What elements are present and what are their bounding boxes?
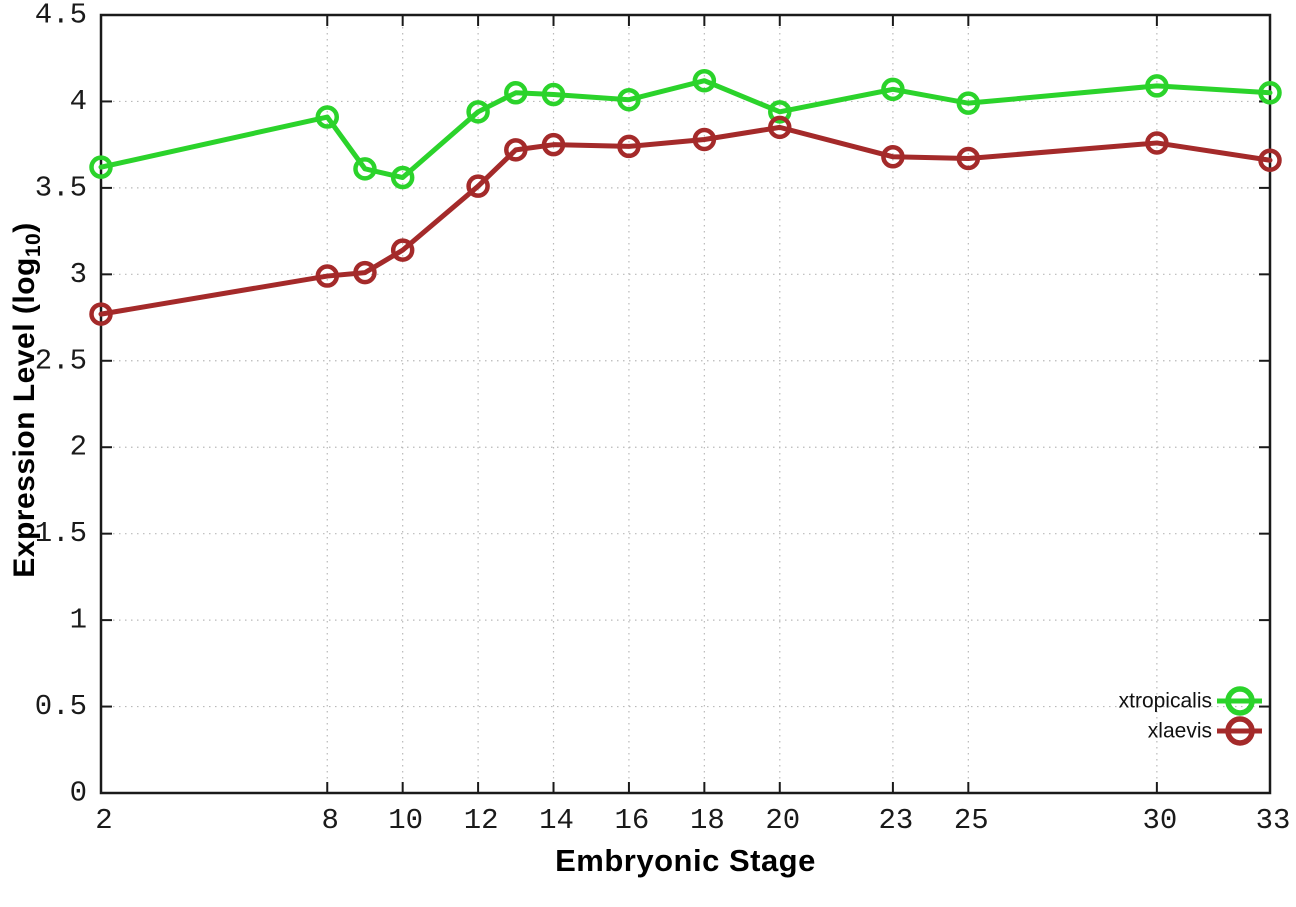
data-point-xtropicalis: [1145, 74, 1169, 98]
data-point-xlaevis: [617, 134, 641, 159]
data-point-xtropicalis: [390, 165, 415, 190]
data-point-xlaevis: [541, 132, 566, 157]
y-tick-label: 0.5: [35, 690, 87, 723]
x-tick-label: 33: [1256, 804, 1291, 837]
data-point-xlaevis: [768, 115, 792, 140]
data-point-xtropicalis: [89, 155, 113, 179]
y-axis-title: Expression Level (log10): [8, 222, 46, 577]
data-point-xtropicalis: [692, 68, 717, 93]
series-line-xtropicalis: [98, 78, 1273, 181]
x-tick-label: 20: [765, 804, 800, 837]
y-tick-label: 3: [70, 258, 87, 291]
data-point-xlaevis: [1258, 148, 1282, 172]
y-tick-label: 4: [70, 85, 87, 118]
x-tick-label: 30: [1142, 804, 1177, 837]
data-point-xtropicalis: [466, 100, 490, 124]
legend-sample-marker-xlaevis: [1225, 716, 1255, 746]
data-point-xtropicalis: [956, 91, 981, 115]
y-tick-label: 2.5: [35, 344, 87, 377]
y-tick-label: 1: [70, 604, 87, 637]
data-point-xlaevis: [881, 145, 905, 169]
data-point-xlaevis: [956, 146, 981, 171]
x-tick-label: 8: [322, 804, 339, 837]
y-tick-label: 0: [70, 777, 87, 810]
x-tick-label: 2: [95, 804, 112, 837]
x-tick-label: 25: [954, 804, 989, 837]
data-point-xlaevis: [692, 127, 717, 152]
data-point-xlaevis: [504, 138, 528, 162]
data-point-xlaevis: [315, 264, 340, 288]
x-tick-label: 10: [388, 804, 423, 837]
data-point-xtropicalis: [881, 77, 905, 102]
data-point-xtropicalis: [541, 82, 566, 107]
series-line-xlaevis: [98, 124, 1273, 317]
x-axis-title: Embryonic Stage: [555, 843, 816, 878]
y-axis-title-close: ): [8, 222, 41, 233]
y-tick-label: 2: [70, 431, 87, 464]
data-point-xtropicalis: [504, 81, 528, 105]
data-point-xlaevis: [1145, 131, 1169, 155]
data-point-xtropicalis: [768, 100, 792, 124]
x-tick-label: 14: [539, 804, 574, 837]
y-axis-title-subscript: 10: [22, 232, 45, 258]
data-point-xlaevis: [89, 302, 113, 326]
data-point-xlaevis: [353, 260, 377, 285]
plot-border: [99, 13, 1272, 795]
legend-sample-marker-xtropicalis: [1225, 686, 1255, 716]
data-point-xlaevis: [466, 174, 490, 198]
legend-label-xtropicalis: xtropicalis: [1119, 690, 1212, 713]
data-point-xlaevis: [390, 238, 415, 262]
data-point-xtropicalis: [315, 105, 340, 129]
x-tick-label: 12: [464, 804, 499, 837]
data-point-xtropicalis: [1258, 81, 1282, 105]
y-axis-title-text: Expression Level (log: [8, 257, 41, 578]
x-tick-label: 23: [878, 804, 913, 837]
x-tick-label: 18: [690, 804, 725, 837]
data-point-xtropicalis: [353, 157, 377, 181]
y-tick-label: 3.5: [35, 171, 87, 204]
data-point-xtropicalis: [617, 87, 641, 112]
x-tick-label: 16: [615, 804, 650, 837]
y-tick-label: 4.5: [35, 0, 87, 32]
y-tick-label: 1.5: [35, 517, 87, 550]
legend-label-xlaevis: xlaevis: [1148, 720, 1212, 743]
